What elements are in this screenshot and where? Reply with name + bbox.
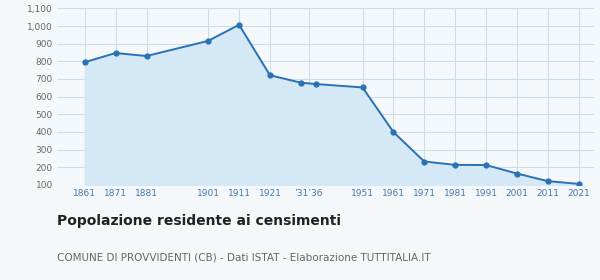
Text: Popolazione residente ai censimenti: Popolazione residente ai censimenti (57, 214, 341, 228)
Text: COMUNE DI PROVVIDENTI (CB) - Dati ISTAT - Elaborazione TUTTITALIA.IT: COMUNE DI PROVVIDENTI (CB) - Dati ISTAT … (57, 252, 431, 262)
